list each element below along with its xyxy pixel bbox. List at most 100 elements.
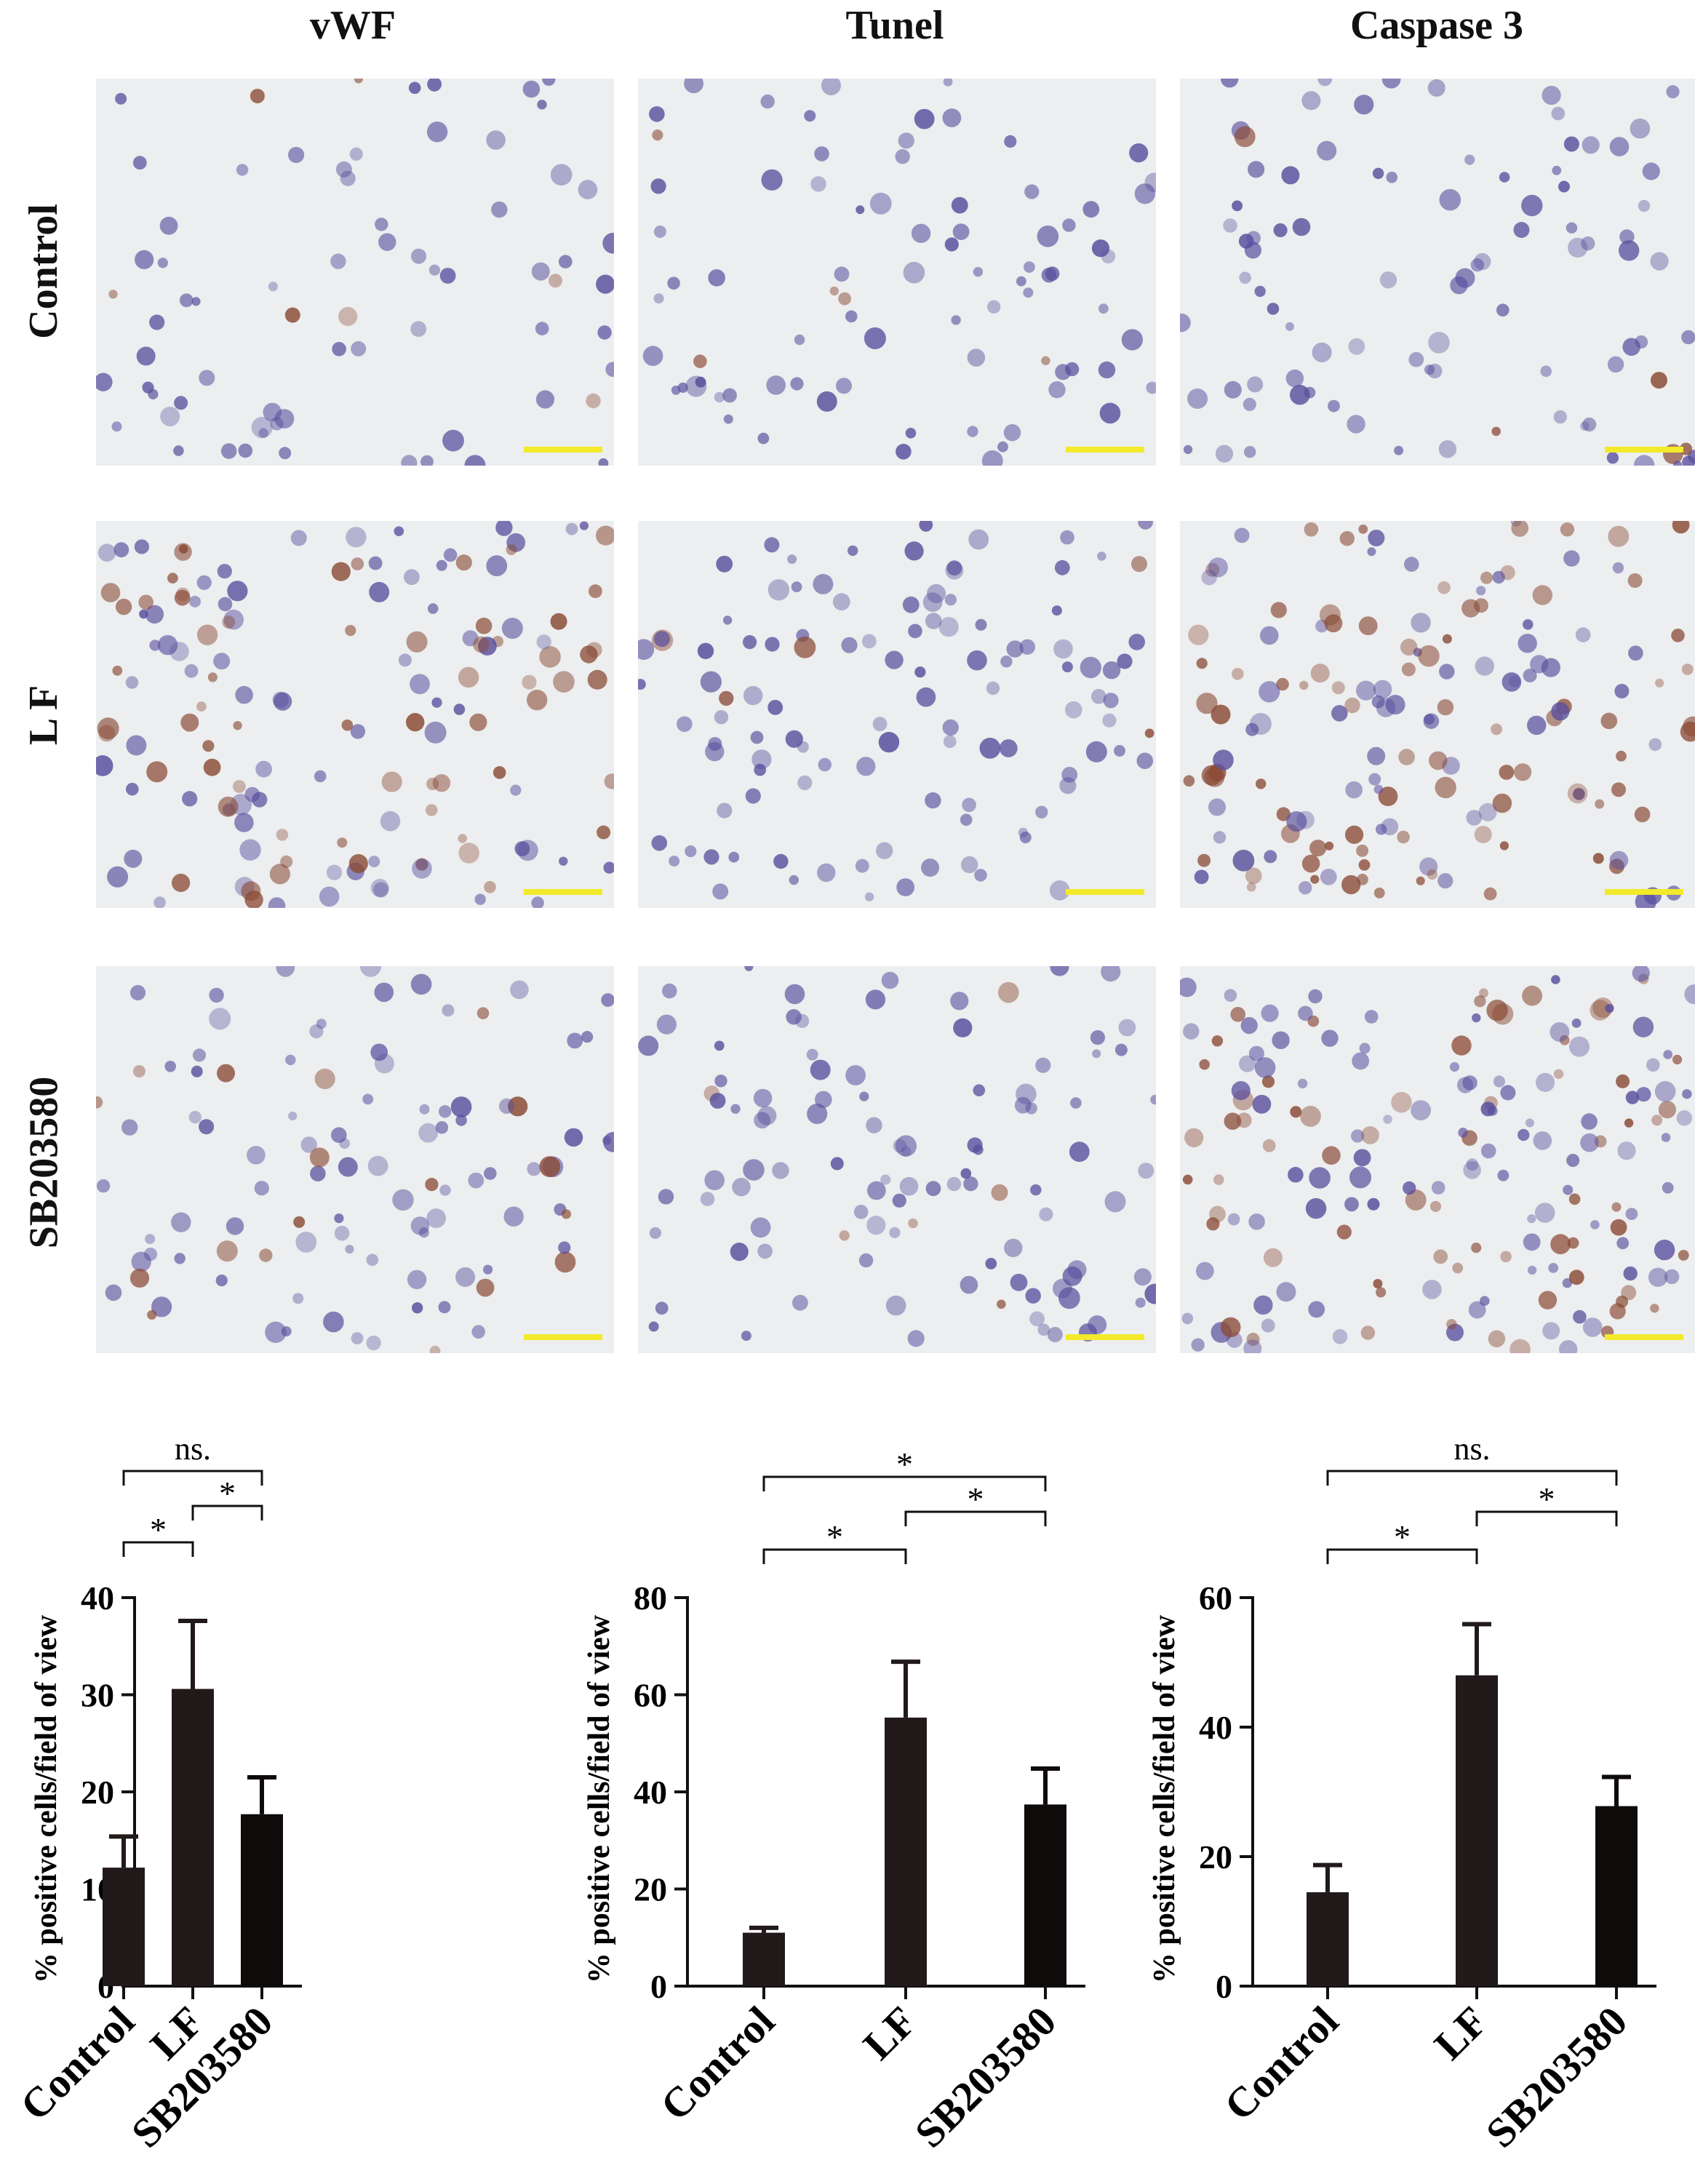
- cell-mark: [580, 645, 598, 663]
- cell-mark: [1195, 1262, 1214, 1280]
- cell-mark: [1091, 689, 1106, 704]
- cell-mark: [136, 346, 156, 366]
- significance-label: *: [150, 1511, 167, 1548]
- cell-mark: [653, 293, 664, 304]
- cell-texture: [638, 521, 1154, 901]
- cell-mark: [1128, 634, 1145, 650]
- cell-mark: [1478, 802, 1497, 821]
- cell-mark: [1309, 840, 1327, 857]
- cell-mark: [806, 1048, 818, 1061]
- cell-mark: [794, 334, 805, 346]
- cell-mark: [1356, 680, 1376, 701]
- cell-mark: [730, 1104, 741, 1114]
- cell-mark: [1658, 1101, 1676, 1119]
- cell-mark: [354, 79, 363, 84]
- cell-mark: [810, 1059, 831, 1080]
- cell-mark: [938, 617, 959, 637]
- cell-mark: [1472, 1013, 1481, 1023]
- cell-mark: [1221, 79, 1239, 88]
- cell-mark: [1098, 303, 1109, 314]
- cell-mark: [474, 893, 486, 905]
- cell-mark: [1215, 445, 1234, 463]
- cell-mark: [1475, 656, 1494, 676]
- cell-mark: [1292, 218, 1311, 236]
- cell-mark: [1566, 222, 1578, 234]
- cell-mark: [1358, 859, 1371, 871]
- cell-mark: [1403, 1181, 1416, 1195]
- cell-mark: [300, 1136, 317, 1153]
- cell-mark: [96, 755, 113, 776]
- cell-mark: [410, 1216, 430, 1235]
- cell-mark: [97, 717, 119, 740]
- cell-mark: [1213, 831, 1227, 844]
- cell-mark: [834, 266, 850, 282]
- cell-mark: [227, 581, 248, 602]
- cell-mark: [925, 792, 941, 809]
- cell-mark: [439, 268, 456, 284]
- cell-mark: [131, 1251, 151, 1272]
- cell-mark: [351, 340, 367, 356]
- cell-mark: [1464, 154, 1475, 165]
- cell-mark: [1381, 79, 1401, 89]
- cell-mark: [1654, 1081, 1676, 1102]
- cell-mark: [331, 562, 351, 581]
- cell-mark: [495, 521, 513, 536]
- cell-mark: [554, 1251, 576, 1273]
- cell-mark: [1321, 1029, 1339, 1047]
- cell-mark: [1331, 705, 1348, 722]
- cell-mark: [753, 1088, 773, 1108]
- cell-mark: [1368, 773, 1381, 786]
- cell-mark: [1609, 137, 1630, 156]
- chart-panel-3: 0 20 40 60 % positive cells/field of view Con…: [1148, 1431, 1656, 2156]
- cell-mark: [1581, 236, 1595, 251]
- cell-mark: [1611, 1202, 1622, 1212]
- cell-mark: [1138, 521, 1153, 530]
- cell-mark: [1573, 1310, 1587, 1324]
- cell-mark: [439, 1105, 452, 1118]
- cell-mark: [1050, 966, 1069, 976]
- cell-mark: [638, 1035, 659, 1056]
- cell-mark: [987, 300, 1001, 314]
- cell-mark: [1301, 91, 1321, 111]
- cell-mark: [604, 773, 614, 789]
- cell-mark: [407, 1270, 427, 1289]
- cell-mark: [265, 1321, 287, 1343]
- cell-mark: [1458, 1128, 1468, 1138]
- cell-mark: [1437, 699, 1454, 716]
- cell-mark: [375, 218, 388, 231]
- cell-mark: [148, 388, 159, 399]
- significance-label: *: [1394, 1518, 1411, 1555]
- cell-mark: [962, 797, 976, 813]
- cell-mark: [1671, 629, 1685, 642]
- cell-mark: [925, 1181, 941, 1197]
- cell-mark: [1030, 1184, 1042, 1196]
- cell-mark: [1187, 388, 1208, 409]
- cell-mark: [415, 858, 428, 871]
- cell-mark: [126, 783, 139, 796]
- cell-mark: [1061, 767, 1078, 783]
- cell-mark: [1062, 218, 1076, 232]
- cell-mark: [997, 1299, 1006, 1309]
- cell-mark: [703, 849, 719, 865]
- cell-mark: [1364, 1010, 1379, 1024]
- bar: [1307, 1892, 1349, 1986]
- cell-mark: [722, 388, 737, 403]
- cell-mark: [1592, 853, 1604, 864]
- cell-mark: [1542, 85, 1561, 105]
- cell-mark: [1427, 869, 1438, 880]
- cell-mark: [213, 653, 231, 670]
- cell-mark: [1090, 1030, 1105, 1045]
- y-tick-label: 40: [634, 1774, 667, 1811]
- cell-mark: [1611, 782, 1626, 797]
- cell-mark: [975, 618, 987, 631]
- cell-mark: [1499, 841, 1509, 850]
- cell-mark: [1025, 1288, 1041, 1304]
- cell-mark: [1439, 188, 1461, 211]
- cell-mark: [218, 597, 233, 612]
- cell-mark: [1361, 1126, 1379, 1144]
- cell-mark: [97, 543, 116, 562]
- cell-mark: [334, 1213, 344, 1224]
- cell-mark: [149, 639, 161, 651]
- cell-mark: [1558, 180, 1570, 193]
- y-tick-label: 40: [81, 1579, 114, 1617]
